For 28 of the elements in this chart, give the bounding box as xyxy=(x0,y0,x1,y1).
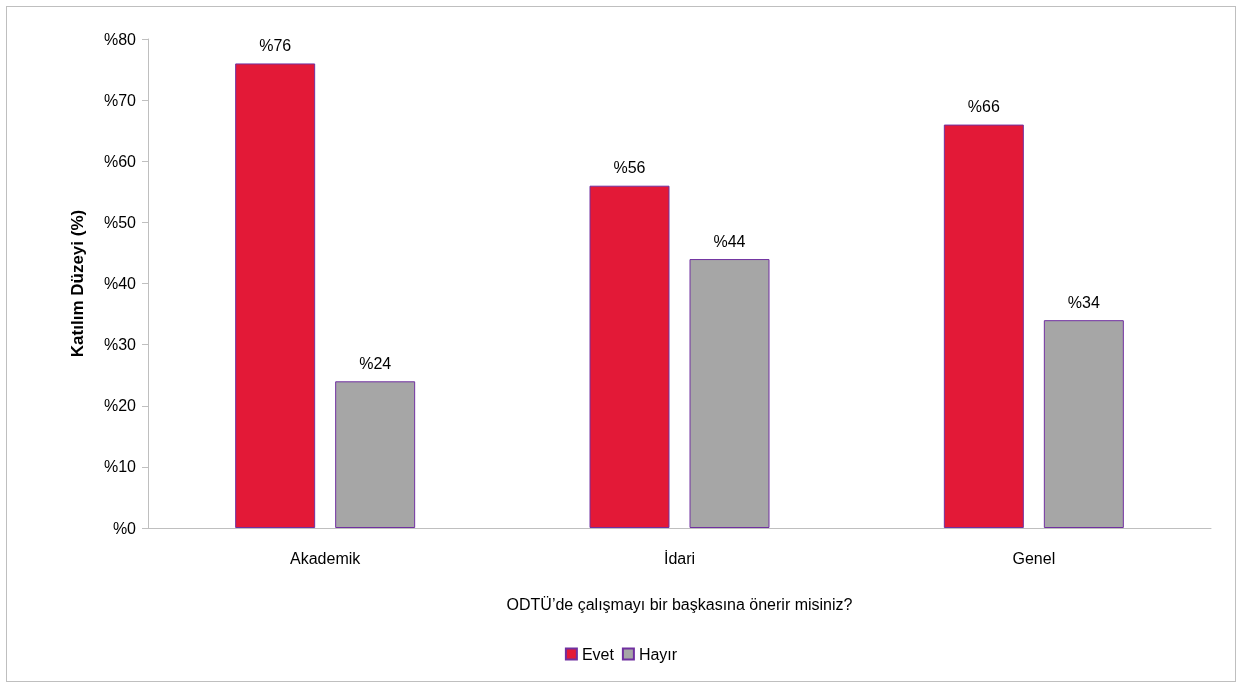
data-label: %24 xyxy=(359,354,392,372)
bar xyxy=(689,259,770,528)
y-tick-label: %60 xyxy=(103,152,137,170)
x-tick-label: İdari xyxy=(663,548,696,567)
data-label: %76 xyxy=(259,36,292,54)
data-label: %66 xyxy=(967,98,1000,116)
bar xyxy=(335,381,416,528)
data-label: %56 xyxy=(613,159,646,177)
legend-label: Hayır xyxy=(638,645,678,663)
y-tick-label: %10 xyxy=(103,458,137,476)
x-tick-label: Genel xyxy=(1012,549,1056,567)
x-tick-label: Akademik xyxy=(290,549,362,567)
y-tick-label: %50 xyxy=(103,213,137,231)
x-axis-title: ODTÜ’de çalışmayı bir başkasına önerir misiniz? xyxy=(506,595,853,613)
y-tick-label: %20 xyxy=(103,397,137,415)
y-axis-title: Katılım Düzeyi (%) xyxy=(68,209,87,358)
y-tick-label: %70 xyxy=(103,91,137,109)
y-tick-label: %30 xyxy=(103,336,137,354)
y-tick-label: %0 xyxy=(112,519,137,537)
legend-label: Evet xyxy=(581,645,615,663)
data-label: %34 xyxy=(1067,293,1100,311)
bar xyxy=(943,124,1024,528)
y-tick-label: %80 xyxy=(103,30,137,48)
data-label: %44 xyxy=(713,232,746,250)
y-tick-label: %40 xyxy=(103,275,137,292)
bar xyxy=(235,63,316,528)
bar xyxy=(589,185,670,528)
bar xyxy=(1043,320,1124,528)
